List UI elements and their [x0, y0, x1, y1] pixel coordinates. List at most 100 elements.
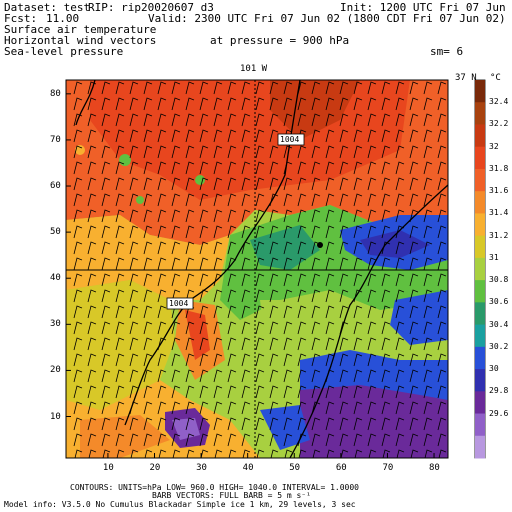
colorbar-label: 31.6 — [489, 186, 509, 196]
wind-barb — [129, 305, 139, 319]
wind-barb — [395, 321, 405, 335]
wind-barb — [227, 209, 237, 223]
wind-barb — [381, 225, 391, 239]
wind-barb — [353, 353, 363, 367]
wind-barb — [325, 225, 335, 239]
wind-barb — [381, 209, 391, 223]
colorbar-swatch — [475, 257, 485, 281]
y-tick-label: 20 — [50, 365, 61, 376]
wind-barb — [213, 417, 223, 431]
wind-barb — [423, 129, 433, 143]
forecast-label: Fcst: — [4, 12, 38, 25]
wind-barb — [395, 401, 405, 415]
colorbar-label: 29.6 — [489, 408, 509, 418]
wind-barb — [311, 177, 321, 191]
colorbar-label: 30.2 — [489, 341, 509, 351]
wind-barb — [241, 401, 251, 415]
wind-barb — [367, 385, 377, 399]
colorbar-swatch — [475, 191, 485, 214]
wind-barb — [381, 321, 391, 335]
wind-barb — [367, 241, 377, 255]
wind-barb — [157, 337, 167, 351]
wind-barb — [269, 257, 279, 271]
wind-barb — [381, 401, 391, 415]
wind-barb — [353, 433, 363, 447]
wind-barb — [381, 193, 391, 207]
wind-barb — [129, 145, 139, 159]
wind-barb — [199, 385, 209, 399]
wind-barb — [297, 193, 307, 207]
wind-barb — [438, 449, 447, 458]
wind-barb — [171, 177, 181, 191]
contours-info: CONTOURS: UNITS=hPa LOW= 960.0 HIGH= 104… — [70, 483, 359, 492]
wind-barb — [367, 417, 377, 431]
wind-barb — [297, 161, 307, 175]
wind-barb — [437, 225, 447, 239]
wind-barb — [199, 129, 209, 143]
wind-barb — [143, 433, 153, 447]
wind-barb — [381, 113, 391, 127]
wind-barb — [157, 193, 167, 207]
wind-barb — [199, 305, 209, 319]
wind-barb — [311, 241, 321, 255]
wind-barb — [199, 241, 209, 255]
wind-barb — [311, 225, 321, 239]
wind-barb — [199, 417, 209, 431]
y-tick-label: 40 — [50, 273, 61, 284]
wind-barb — [157, 81, 167, 95]
wind-barb — [270, 449, 279, 458]
wind-barb — [381, 417, 391, 431]
wind-barb — [115, 417, 125, 431]
wind-barb — [115, 209, 125, 223]
wind-barb — [101, 145, 111, 159]
wind-barb — [143, 257, 153, 271]
x-tick-label: 70 — [382, 463, 394, 473]
wind-barb — [213, 369, 223, 383]
wind-barb — [115, 145, 125, 159]
wind-barb — [143, 81, 153, 95]
wind-barb — [185, 113, 195, 127]
wind-barb — [311, 337, 321, 351]
wind-barb — [381, 177, 391, 191]
wind-barb — [339, 257, 349, 271]
wind-barb — [424, 449, 433, 458]
wind-barb — [311, 257, 321, 271]
wind-barb — [143, 385, 153, 399]
colorbar-label: 32 — [489, 141, 499, 151]
wind-barb — [297, 305, 307, 319]
barb-info: BARB VECTORS: FULL BARB = 5 m s⁻¹ — [152, 491, 311, 500]
wind-barb — [115, 337, 125, 351]
wind-barb — [297, 369, 307, 383]
wind-barb — [283, 337, 293, 351]
wind-barb — [325, 337, 335, 351]
wind-barb — [283, 385, 293, 399]
wind-barb — [367, 193, 377, 207]
wind-barb — [185, 401, 195, 415]
wind-barb — [325, 129, 335, 143]
wind-barb — [381, 353, 391, 367]
wind-barb — [73, 225, 83, 239]
wind-barb — [367, 337, 377, 351]
wind-barb — [339, 193, 349, 207]
wind-barb — [283, 433, 293, 447]
wind-barb — [437, 97, 447, 111]
wind-barb — [185, 385, 195, 399]
wind-barb — [227, 321, 237, 335]
wind-barb — [199, 209, 209, 223]
wind-barb — [325, 177, 335, 191]
wind-barb — [339, 225, 349, 239]
wind-barb — [213, 273, 223, 287]
wind-barb — [298, 449, 307, 458]
wind-barb — [437, 289, 447, 303]
wind-barb — [255, 369, 265, 383]
wind-barb — [213, 145, 223, 159]
wind-barb — [87, 369, 97, 383]
wind-barb — [255, 193, 265, 207]
wind-barb — [185, 321, 195, 335]
wind-barb — [143, 401, 153, 415]
wind-barb — [255, 257, 265, 271]
wind-barb — [241, 97, 251, 111]
wind-barb — [171, 161, 181, 175]
wind-barb — [115, 161, 125, 175]
